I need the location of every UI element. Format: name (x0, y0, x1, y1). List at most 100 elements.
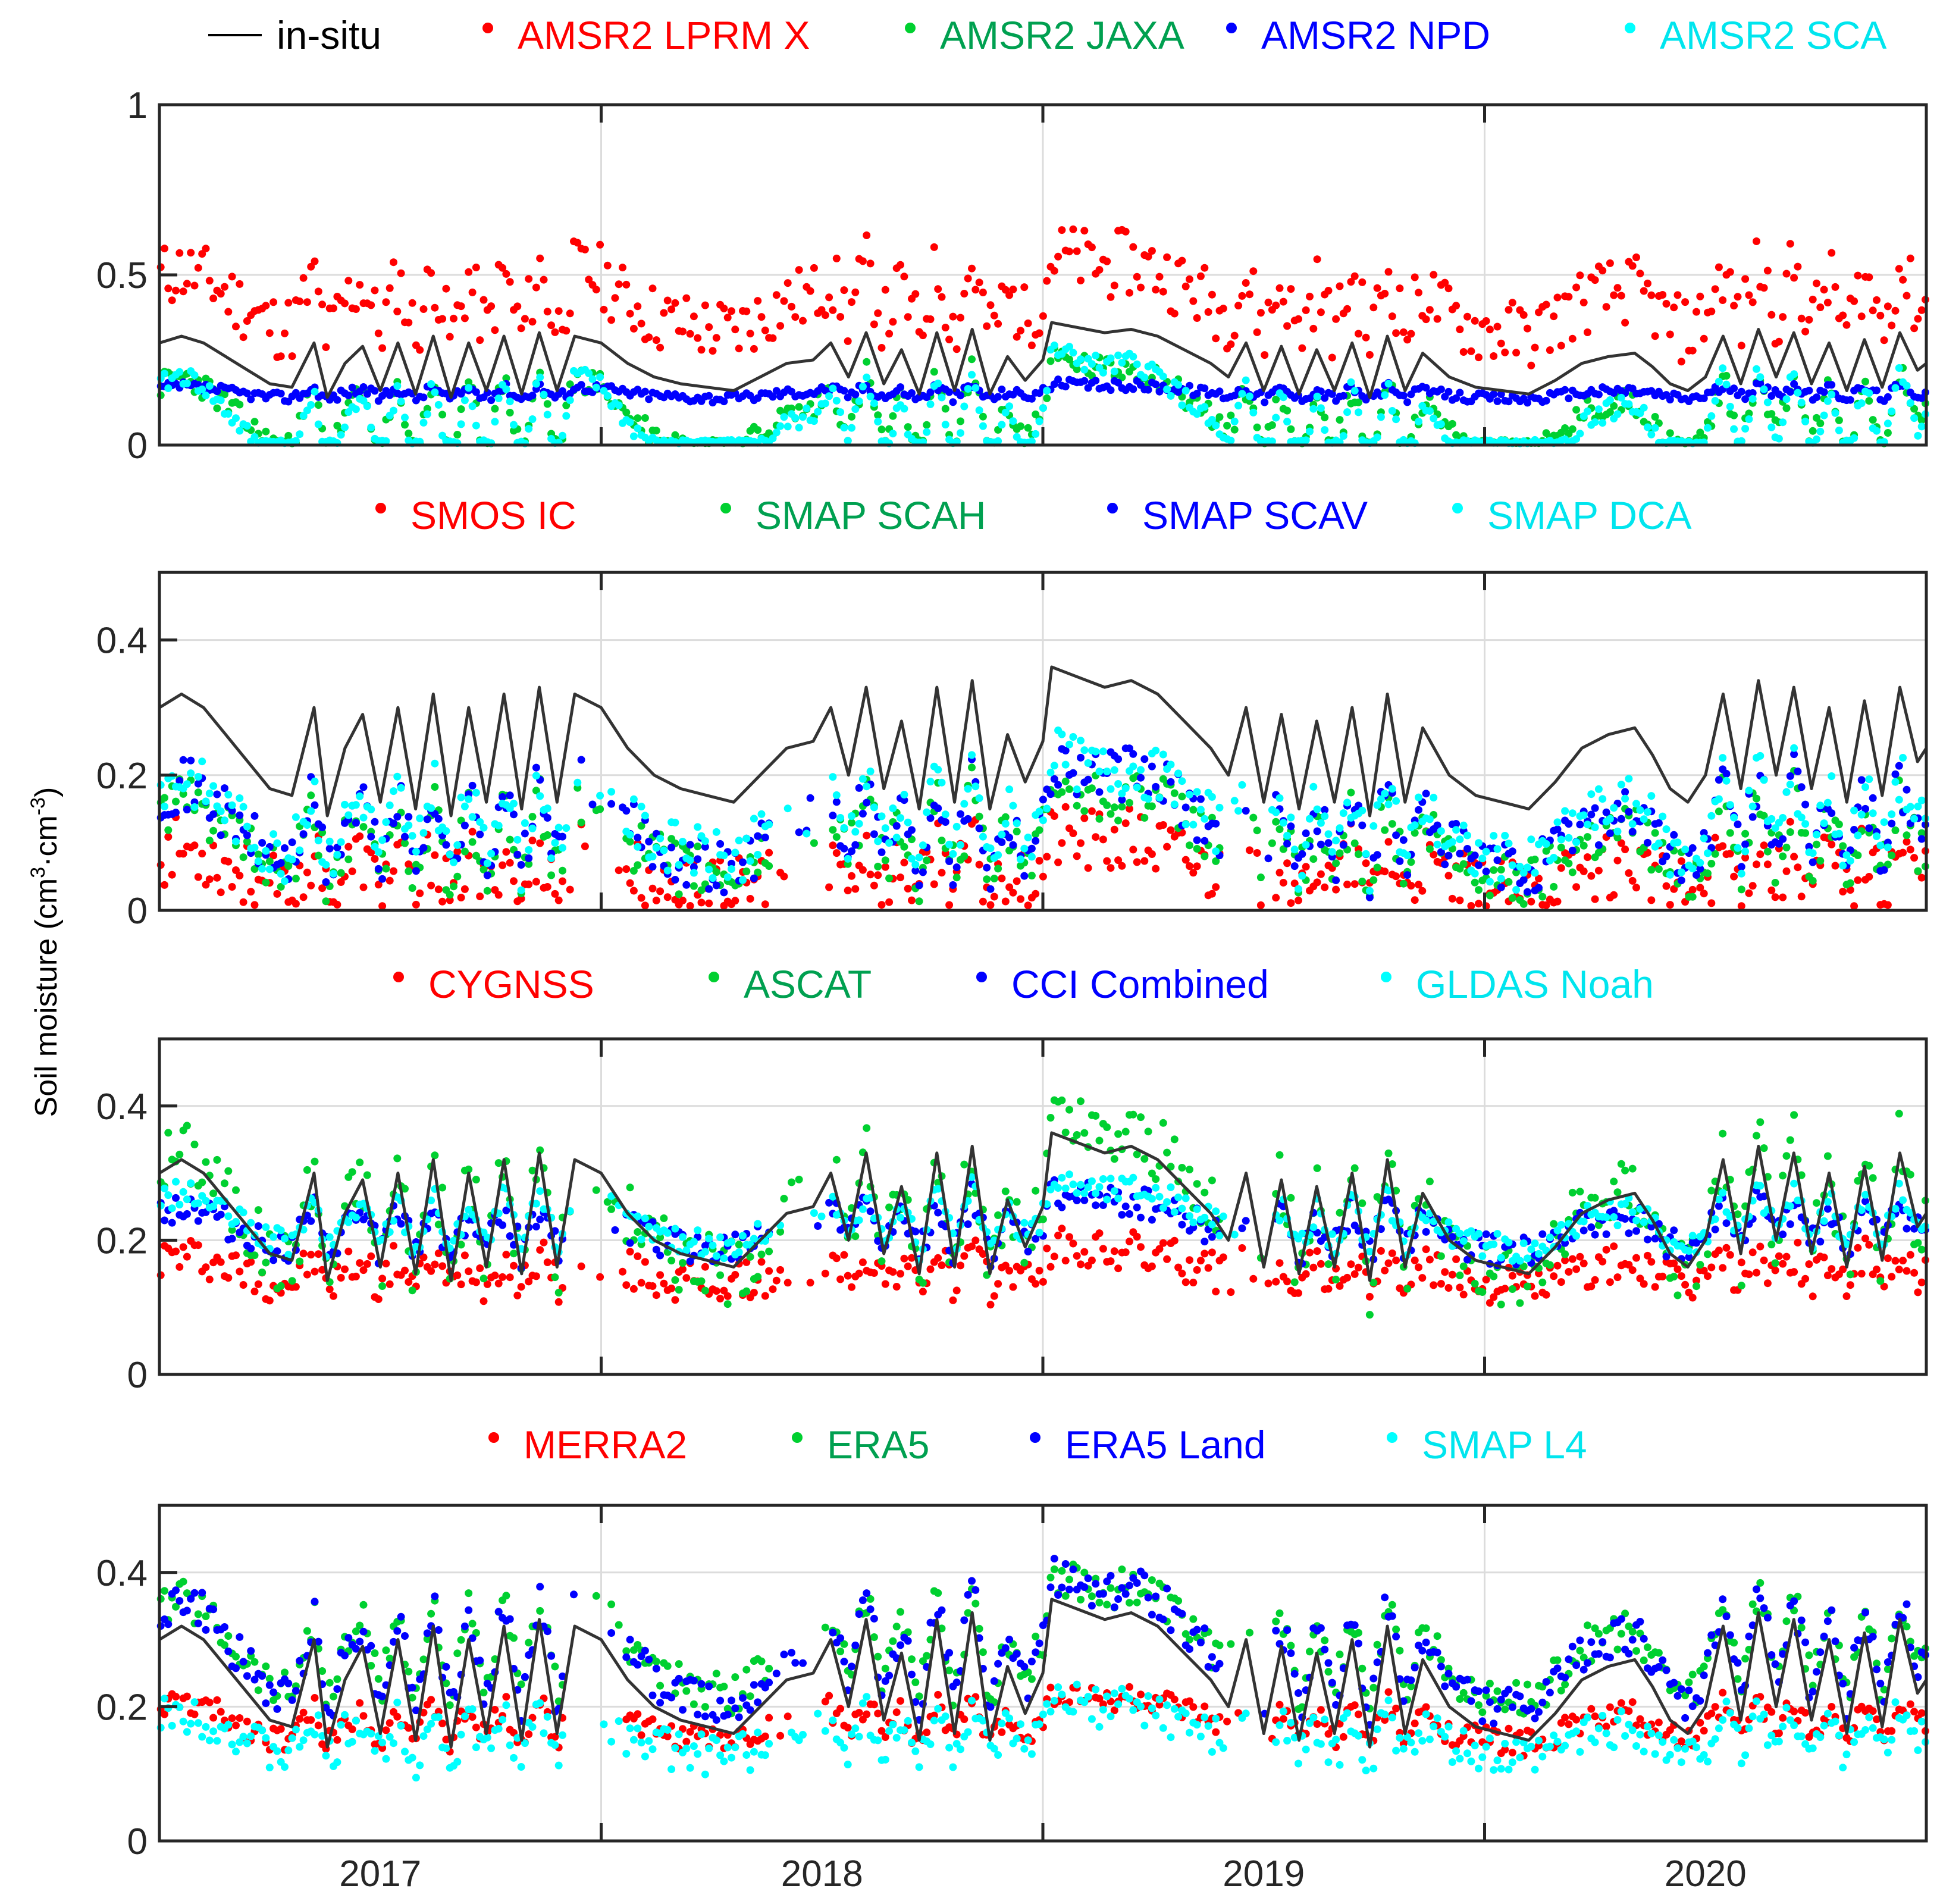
data-point (848, 819, 855, 827)
data-point (634, 843, 642, 851)
data-point (1212, 421, 1220, 430)
data-point (521, 829, 529, 838)
data-point (994, 865, 1002, 873)
data-point (1163, 253, 1171, 261)
data-point (1584, 328, 1591, 336)
data-point (701, 843, 709, 851)
data-point (434, 815, 443, 823)
data-point (307, 1217, 315, 1225)
data-point (941, 810, 949, 819)
data-point (232, 1186, 240, 1194)
data-point (416, 814, 424, 822)
data-point (1835, 829, 1843, 838)
data-point (968, 763, 976, 772)
data-point (1253, 849, 1261, 857)
data-point (363, 1171, 371, 1179)
data-point (1715, 807, 1723, 816)
data-point (1219, 305, 1227, 312)
data-point (1666, 870, 1674, 879)
data-point (540, 390, 548, 399)
data-point (1186, 841, 1193, 850)
data-point (1741, 847, 1750, 856)
data-point (1092, 833, 1100, 841)
data-point (205, 1275, 214, 1283)
data-point (1797, 892, 1806, 901)
data-point (1065, 343, 1073, 351)
data-point (1883, 1254, 1892, 1263)
data-point (1463, 845, 1471, 853)
data-point (1186, 1166, 1193, 1174)
data-point (772, 387, 781, 395)
data-point (1707, 899, 1716, 907)
data-point (1107, 864, 1115, 872)
data-point (479, 1274, 488, 1283)
data-point (949, 312, 957, 321)
data-point (675, 890, 683, 898)
data-point (723, 1292, 732, 1300)
data-point (1425, 845, 1434, 853)
data-point (622, 1281, 631, 1289)
data-point (1670, 1259, 1678, 1267)
data-point (1835, 416, 1843, 424)
data-point (1579, 811, 1588, 819)
data-point (1321, 426, 1329, 434)
data-point (1283, 1277, 1292, 1286)
data-point (341, 299, 349, 308)
data-point (1914, 1288, 1922, 1297)
data-point (1508, 894, 1516, 902)
data-point (1365, 887, 1374, 895)
data-point (1388, 785, 1396, 793)
data-point (1613, 410, 1622, 418)
data-point (1640, 287, 1648, 295)
data-point (1362, 850, 1370, 858)
data-point (472, 788, 480, 797)
data-point (919, 1288, 927, 1296)
data-point (408, 1286, 416, 1295)
data-point (1148, 247, 1156, 255)
data-point (491, 1272, 499, 1280)
data-point (750, 815, 758, 823)
data-point (1786, 1220, 1794, 1228)
data-point (502, 374, 510, 383)
legend-marker (1226, 23, 1237, 33)
data-point (1133, 858, 1141, 866)
data-point (236, 794, 244, 802)
data-point (1715, 1202, 1723, 1210)
data-point (1823, 1205, 1832, 1213)
legend-panel-2: SMOS IC SMAP SCAH SMAP SCAV SMAP DCA (375, 493, 1692, 537)
data-point (1355, 1263, 1362, 1272)
data-point (1332, 315, 1340, 323)
data-point (990, 311, 998, 320)
data-point (258, 839, 267, 847)
data-point (1846, 396, 1854, 404)
data-point (1336, 849, 1344, 857)
data-point (1568, 847, 1577, 854)
data-point (1444, 1284, 1453, 1292)
data-point (1801, 820, 1810, 828)
data-point (675, 861, 683, 869)
data-point (825, 293, 833, 302)
data-point (645, 395, 653, 403)
data-point (292, 875, 300, 883)
data-point (848, 1283, 855, 1291)
data-point (254, 857, 262, 866)
data-point (1456, 896, 1464, 904)
data-point (1073, 1197, 1081, 1204)
data-point (318, 823, 327, 831)
data-point (1519, 876, 1528, 884)
data-point (1279, 298, 1287, 306)
data-point (1568, 334, 1577, 343)
data-point (1324, 830, 1333, 838)
data-point (1336, 416, 1344, 424)
data-point (1745, 889, 1753, 897)
data-point (1584, 821, 1591, 829)
data-point (194, 1241, 202, 1250)
data-point (265, 329, 274, 337)
data-point (502, 270, 510, 278)
data-point (1339, 809, 1347, 818)
data-point (1456, 835, 1464, 844)
data-point (1914, 802, 1922, 810)
data-point (1565, 820, 1573, 828)
data-point (1508, 299, 1516, 307)
data-point (1107, 1257, 1115, 1266)
